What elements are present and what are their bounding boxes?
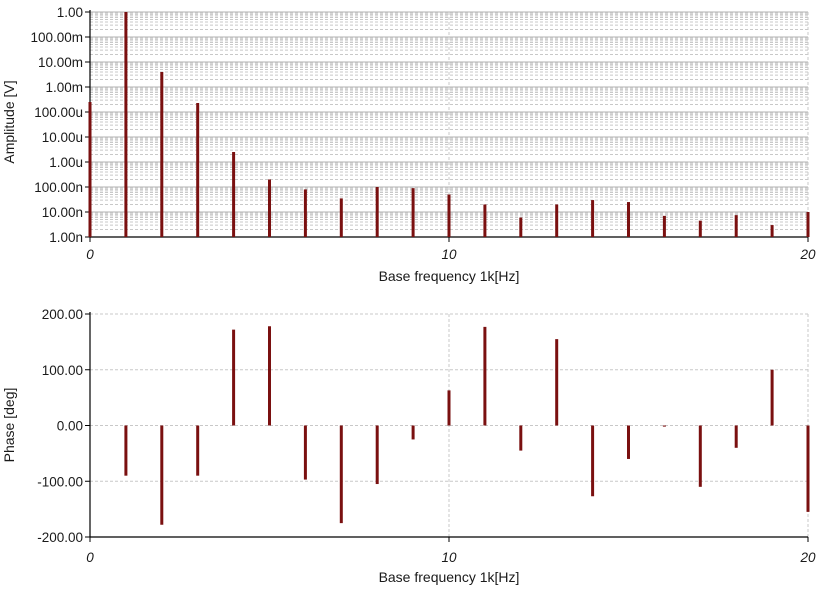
- y-tick-label: 100.00: [42, 363, 83, 378]
- phase-y-axis-title: Phase [deg]: [1, 388, 17, 463]
- y-tick-label: 1.00m: [45, 80, 83, 95]
- amplitude-x-axis-title: Base frequency 1k[Hz]: [379, 268, 520, 284]
- y-tick-label: -200.00: [37, 530, 83, 545]
- phase-y-tick-labels: -200.00 -100.00 0.00 100.00 200.00: [37, 307, 83, 545]
- y-tick-label: 100.00n: [34, 180, 83, 195]
- phase-chart: -200.00 -100.00 0.00 100.00 200.00 0 10 20 Bas…: [1, 307, 816, 585]
- y-tick-label: 200.00: [42, 307, 83, 322]
- phase-axes: [85, 312, 809, 542]
- amplitude-y-axis-title: Amplitude [V]: [1, 80, 17, 163]
- x-tick-label: 20: [799, 550, 816, 565]
- x-tick-label: 10: [441, 550, 457, 565]
- x-tick-label: 0: [86, 247, 94, 262]
- amplitude-chart: 1.00n 10.00n 100.00n 1.00u 10.00u 100.00u 1.00…: [1, 5, 816, 284]
- amplitude-x-tick-labels: 0 10 20: [86, 247, 816, 262]
- y-tick-label: 1.00u: [49, 155, 83, 170]
- y-tick-label: -100.00: [37, 474, 83, 489]
- y-tick-label: 0.00: [57, 419, 83, 434]
- y-tick-label: 1.00: [57, 5, 83, 20]
- y-tick-label: 100.00m: [30, 30, 83, 45]
- x-tick-label: 20: [799, 247, 816, 262]
- amplitude-y-tick-labels: 1.00n 10.00n 100.00n 1.00u 10.00u 100.00u 1.00…: [30, 5, 83, 245]
- phase-x-axis-title: Base frequency 1k[Hz]: [379, 569, 520, 585]
- x-tick-label: 10: [441, 247, 457, 262]
- y-tick-label: 10.00m: [38, 55, 83, 70]
- phase-x-tick-labels: 0 10 20: [86, 550, 816, 565]
- x-tick-label: 0: [86, 550, 94, 565]
- y-tick-label: 10.00n: [42, 205, 83, 220]
- y-tick-label: 100.00u: [34, 105, 83, 120]
- y-tick-label: 10.00u: [42, 130, 83, 145]
- phase-stems: [124, 326, 810, 525]
- y-tick-label: 1.00n: [49, 230, 83, 245]
- amplitude-stems: [88, 12, 810, 237]
- amplitude-grid: [90, 11, 809, 238]
